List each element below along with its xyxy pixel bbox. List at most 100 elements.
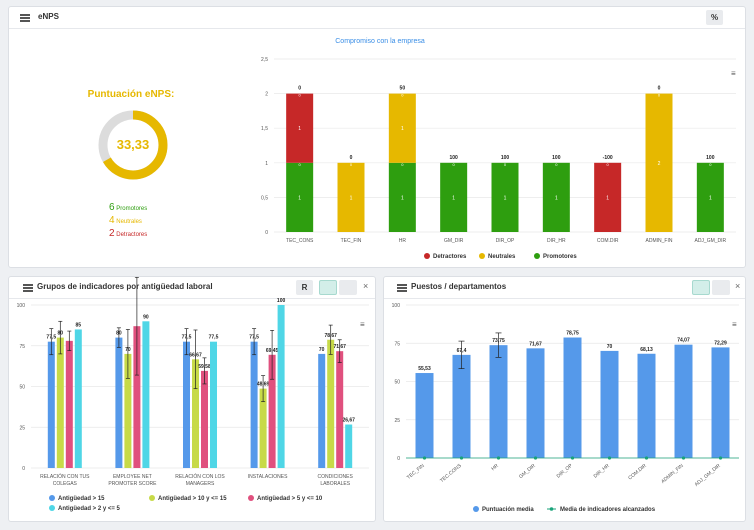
x-tick-label: DIR_OP [556,463,575,480]
horizontal-bar-icon[interactable] [712,280,730,295]
bar-base-label: 0 [299,162,302,167]
enps-score: 33,33 [116,137,150,152]
legend-label: Media de indicadores alcanzados [560,507,656,513]
bar-base-label: 0 [350,162,353,167]
bar-series-2 [56,337,64,468]
bar-value-label: 1 [504,195,507,201]
x-tick-label: ADMIN_FIN [646,238,673,244]
legend-label: Antigüedad > 15 [58,496,105,502]
close-icon[interactable]: × [735,281,741,291]
top-label: 0 [298,86,301,92]
legend-label: Promotores [543,254,577,260]
x-tick-label: EMPLOYEE NET [113,474,152,480]
neutrales-label: Neutrales [116,219,142,225]
chart-title: Compromiso con la empresa [335,38,425,45]
neutrales-row: 4 Neutrales [109,215,147,228]
menu-icon[interactable] [397,284,407,292]
menu-icon[interactable] [23,284,33,292]
x-tick-label: MANAGERS [186,481,215,487]
bar-value-label: 48,69 [257,382,270,388]
x-tick-label: TEC_FIN [341,238,362,244]
bar-promotores [491,162,519,232]
legend-label: Antigüedad > 5 y <= 10 [257,496,323,502]
bar-value-label: 70 [607,344,613,350]
legend-marker [479,253,485,259]
puestos-chart: 0 25 50 75 100 55,53 TEC_FIN 67,4 TEC.CONS 73,75 H… [392,303,739,513]
bar-promotores [542,162,570,232]
bar-neutrales [645,93,673,232]
bar-value-label: 66,67 [189,352,202,358]
y-tick-label: 50 [19,385,25,391]
chart-menu-icon: ≡ [731,69,736,78]
legend-label: Detractores [433,254,467,260]
bar-value-label: 1 [350,195,353,201]
bar-value-label: 71,67 [529,341,542,347]
legend-marker [149,495,155,501]
bar-base-label: 0 [658,93,661,98]
bar-chart-icon[interactable] [319,280,337,295]
legend-marker [534,253,540,259]
bar-detractores [594,162,622,232]
bar-chart-icon[interactable] [692,280,710,295]
enps-donut [98,110,168,180]
bar-puntuacion-media [489,345,508,458]
bar-value-label: 100 [277,298,286,304]
bar-series-2 [124,353,132,468]
bar-puntuacion-media [415,373,434,458]
compromiso-chart: Compromiso con la empresa00,511,522,5101… [261,38,736,260]
bar-puntuacion-media [637,353,656,458]
bar-value-label: 77,5 [182,335,192,341]
x-tick-label: PROMOTER SCORE [108,481,157,487]
x-tick-label: LABORALES [320,481,350,487]
bar-value-label: 1 [298,195,301,201]
bar-value-label: 77,5 [209,335,219,341]
close-icon[interactable]: × [363,281,369,291]
bar-series-2 [259,388,267,468]
y-tick-label: 1 [265,161,268,167]
bar-promotores [696,162,724,232]
bar-value-label: 74,07 [677,338,690,344]
x-tick-label: HR [490,463,500,472]
bar-base-label: 0 [401,162,404,167]
r-button[interactable]: R [296,280,313,295]
bar-value-label: 67,4 [457,348,467,354]
bar-value-label: 2 [658,161,661,167]
y-tick-label: 100 [392,303,401,309]
detractores-count: 2 [109,228,115,239]
bar-series-4 [142,321,150,468]
bar-value-label: 80 [116,331,122,337]
legend-marker [424,253,430,259]
bar-series-3 [133,326,141,468]
menu-icon[interactable] [20,14,30,22]
x-tick-label: DIR_HR [547,238,566,244]
top-label: 100 [449,155,458,161]
bar-value-label: 26,67 [342,418,355,424]
bar-promotores [286,162,314,232]
bar-base-label: 0 [453,162,456,167]
top-label: 50 [400,86,406,92]
bar-neutrales [337,162,365,232]
x-tick-label: RELACIÓN CON LOS [175,473,225,480]
x-tick-label: COM.DIR [597,238,619,244]
bar-series-4 [74,329,82,468]
bar-value-label: 68,13 [640,347,653,353]
bar-series-1 [47,341,55,468]
percent-button[interactable]: % [706,10,723,25]
horizontal-bar-icon[interactable] [339,280,357,295]
bar-value-label: 70 [319,347,325,353]
y-tick-label: 25 [19,425,25,431]
bar-neutrales [388,93,416,163]
legend-label: Neutrales [488,254,516,260]
x-tick-label: TEC_CONS [286,238,314,244]
bar-value-label: 1 [298,126,301,132]
bar-series-2 [192,359,199,468]
x-tick-label: TEC.CONS [439,463,463,485]
bar-value-label: 78,75 [566,331,579,337]
y-tick-label: 2 [265,92,268,98]
top-label: 100 [706,155,715,161]
bar-series-1 [318,353,326,468]
bar-value-label: 1 [555,195,558,201]
y-tick-label: 25 [394,418,400,424]
y-tick-label: 0,5 [261,195,268,201]
bar-series-3 [65,340,73,468]
